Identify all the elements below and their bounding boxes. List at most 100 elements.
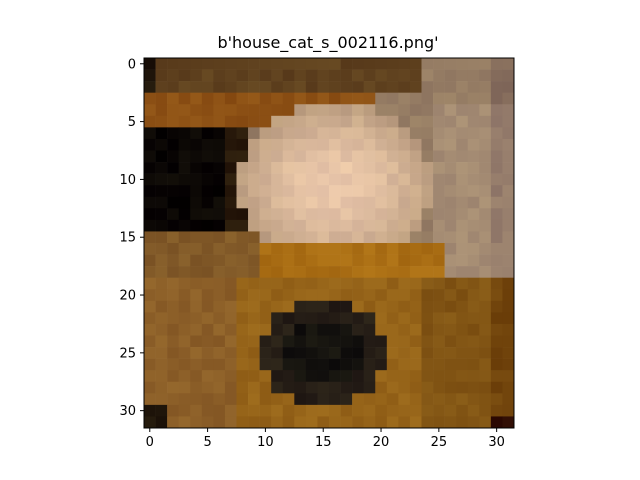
image-pixel [422, 185, 434, 197]
image-pixel [410, 116, 422, 128]
image-pixel [456, 162, 468, 174]
image-pixel [237, 405, 249, 417]
image-pixel [352, 70, 364, 82]
image-pixel [190, 370, 202, 382]
image-pixel [225, 289, 237, 301]
image-pixel [283, 58, 295, 70]
image-pixel [375, 174, 387, 186]
image-pixel [202, 58, 214, 70]
image-pixel [283, 70, 295, 82]
image-pixel [156, 278, 168, 290]
image-pixel [387, 162, 399, 174]
image-pixel [433, 208, 445, 220]
image-pixel [329, 393, 341, 405]
image-pixel [294, 93, 306, 105]
image-pixel [167, 405, 179, 417]
image-pixel [445, 393, 457, 405]
image-pixel [491, 336, 503, 348]
image-pixel [225, 382, 237, 394]
image-pixel [433, 58, 445, 70]
image-pixel [445, 312, 457, 324]
image-pixel [190, 197, 202, 209]
image-pixel [271, 416, 283, 428]
image-pixel [237, 312, 249, 324]
image-pixel [156, 139, 168, 151]
image-pixel [202, 255, 214, 267]
image-pixel [190, 393, 202, 405]
image-pixel [375, 255, 387, 267]
image-pixel [271, 301, 283, 313]
image-pixel [502, 255, 514, 267]
image-pixel [352, 93, 364, 105]
image-pixel [410, 416, 422, 428]
image-pixel [260, 231, 272, 243]
image-pixel [179, 324, 191, 336]
image-pixel [387, 208, 399, 220]
image-pixel [294, 104, 306, 116]
image-pixel [237, 266, 249, 278]
image-pixel [225, 162, 237, 174]
image-pixel [283, 324, 295, 336]
image-pixel [456, 289, 468, 301]
image-pixel [502, 174, 514, 186]
image-pixel [167, 139, 179, 151]
image-pixel [387, 393, 399, 405]
image-pixel [202, 382, 214, 394]
image-pixel [271, 231, 283, 243]
image-pixel [202, 324, 214, 336]
image-pixel [341, 220, 353, 232]
image-pixel [248, 405, 260, 417]
image-pixel [398, 139, 410, 151]
image-pixel [468, 185, 480, 197]
image-pixel [213, 151, 225, 163]
image-pixel [271, 347, 283, 359]
image-pixel [364, 70, 376, 82]
image-pixel [410, 289, 422, 301]
image-pixel [364, 220, 376, 232]
image-pixel [225, 231, 237, 243]
image-pixel [410, 301, 422, 313]
image-pixel [294, 208, 306, 220]
image-pixel [433, 382, 445, 394]
image-pixel [283, 243, 295, 255]
image-pixel [156, 416, 168, 428]
image-pixel [410, 174, 422, 186]
image-pixel [213, 393, 225, 405]
y-tick-label: 20 [119, 289, 136, 304]
image-pixel [329, 382, 341, 394]
image-pixel [364, 185, 376, 197]
image-pixel [294, 255, 306, 267]
image-pixel [294, 197, 306, 209]
image-pixel [456, 58, 468, 70]
image-pixel [237, 81, 249, 93]
image-pixel [260, 382, 272, 394]
image-pixel [167, 359, 179, 371]
image-pixel [248, 324, 260, 336]
image-pixel [398, 116, 410, 128]
image-pixel [387, 312, 399, 324]
image-pixel [156, 127, 168, 139]
image-pixel [156, 70, 168, 82]
image-pixel [491, 347, 503, 359]
image-pixel [190, 174, 202, 186]
image-pixel [317, 93, 329, 105]
image-pixel [237, 231, 249, 243]
image-pixel [213, 220, 225, 232]
image-pixel [167, 347, 179, 359]
image-pixel [352, 116, 364, 128]
image-pixel [341, 266, 353, 278]
image-pixel [445, 255, 457, 267]
image-pixel [225, 416, 237, 428]
image-pixel [248, 393, 260, 405]
image-pixel [375, 347, 387, 359]
image-pixel [479, 336, 491, 348]
image-pixel [422, 243, 434, 255]
image-pixel [213, 370, 225, 382]
image-pixel [502, 127, 514, 139]
image-pixel [375, 116, 387, 128]
image-pixel [410, 347, 422, 359]
image-pixel [433, 174, 445, 186]
image-pixel [456, 70, 468, 82]
image-pixel [352, 58, 364, 70]
image-pixel [144, 289, 156, 301]
